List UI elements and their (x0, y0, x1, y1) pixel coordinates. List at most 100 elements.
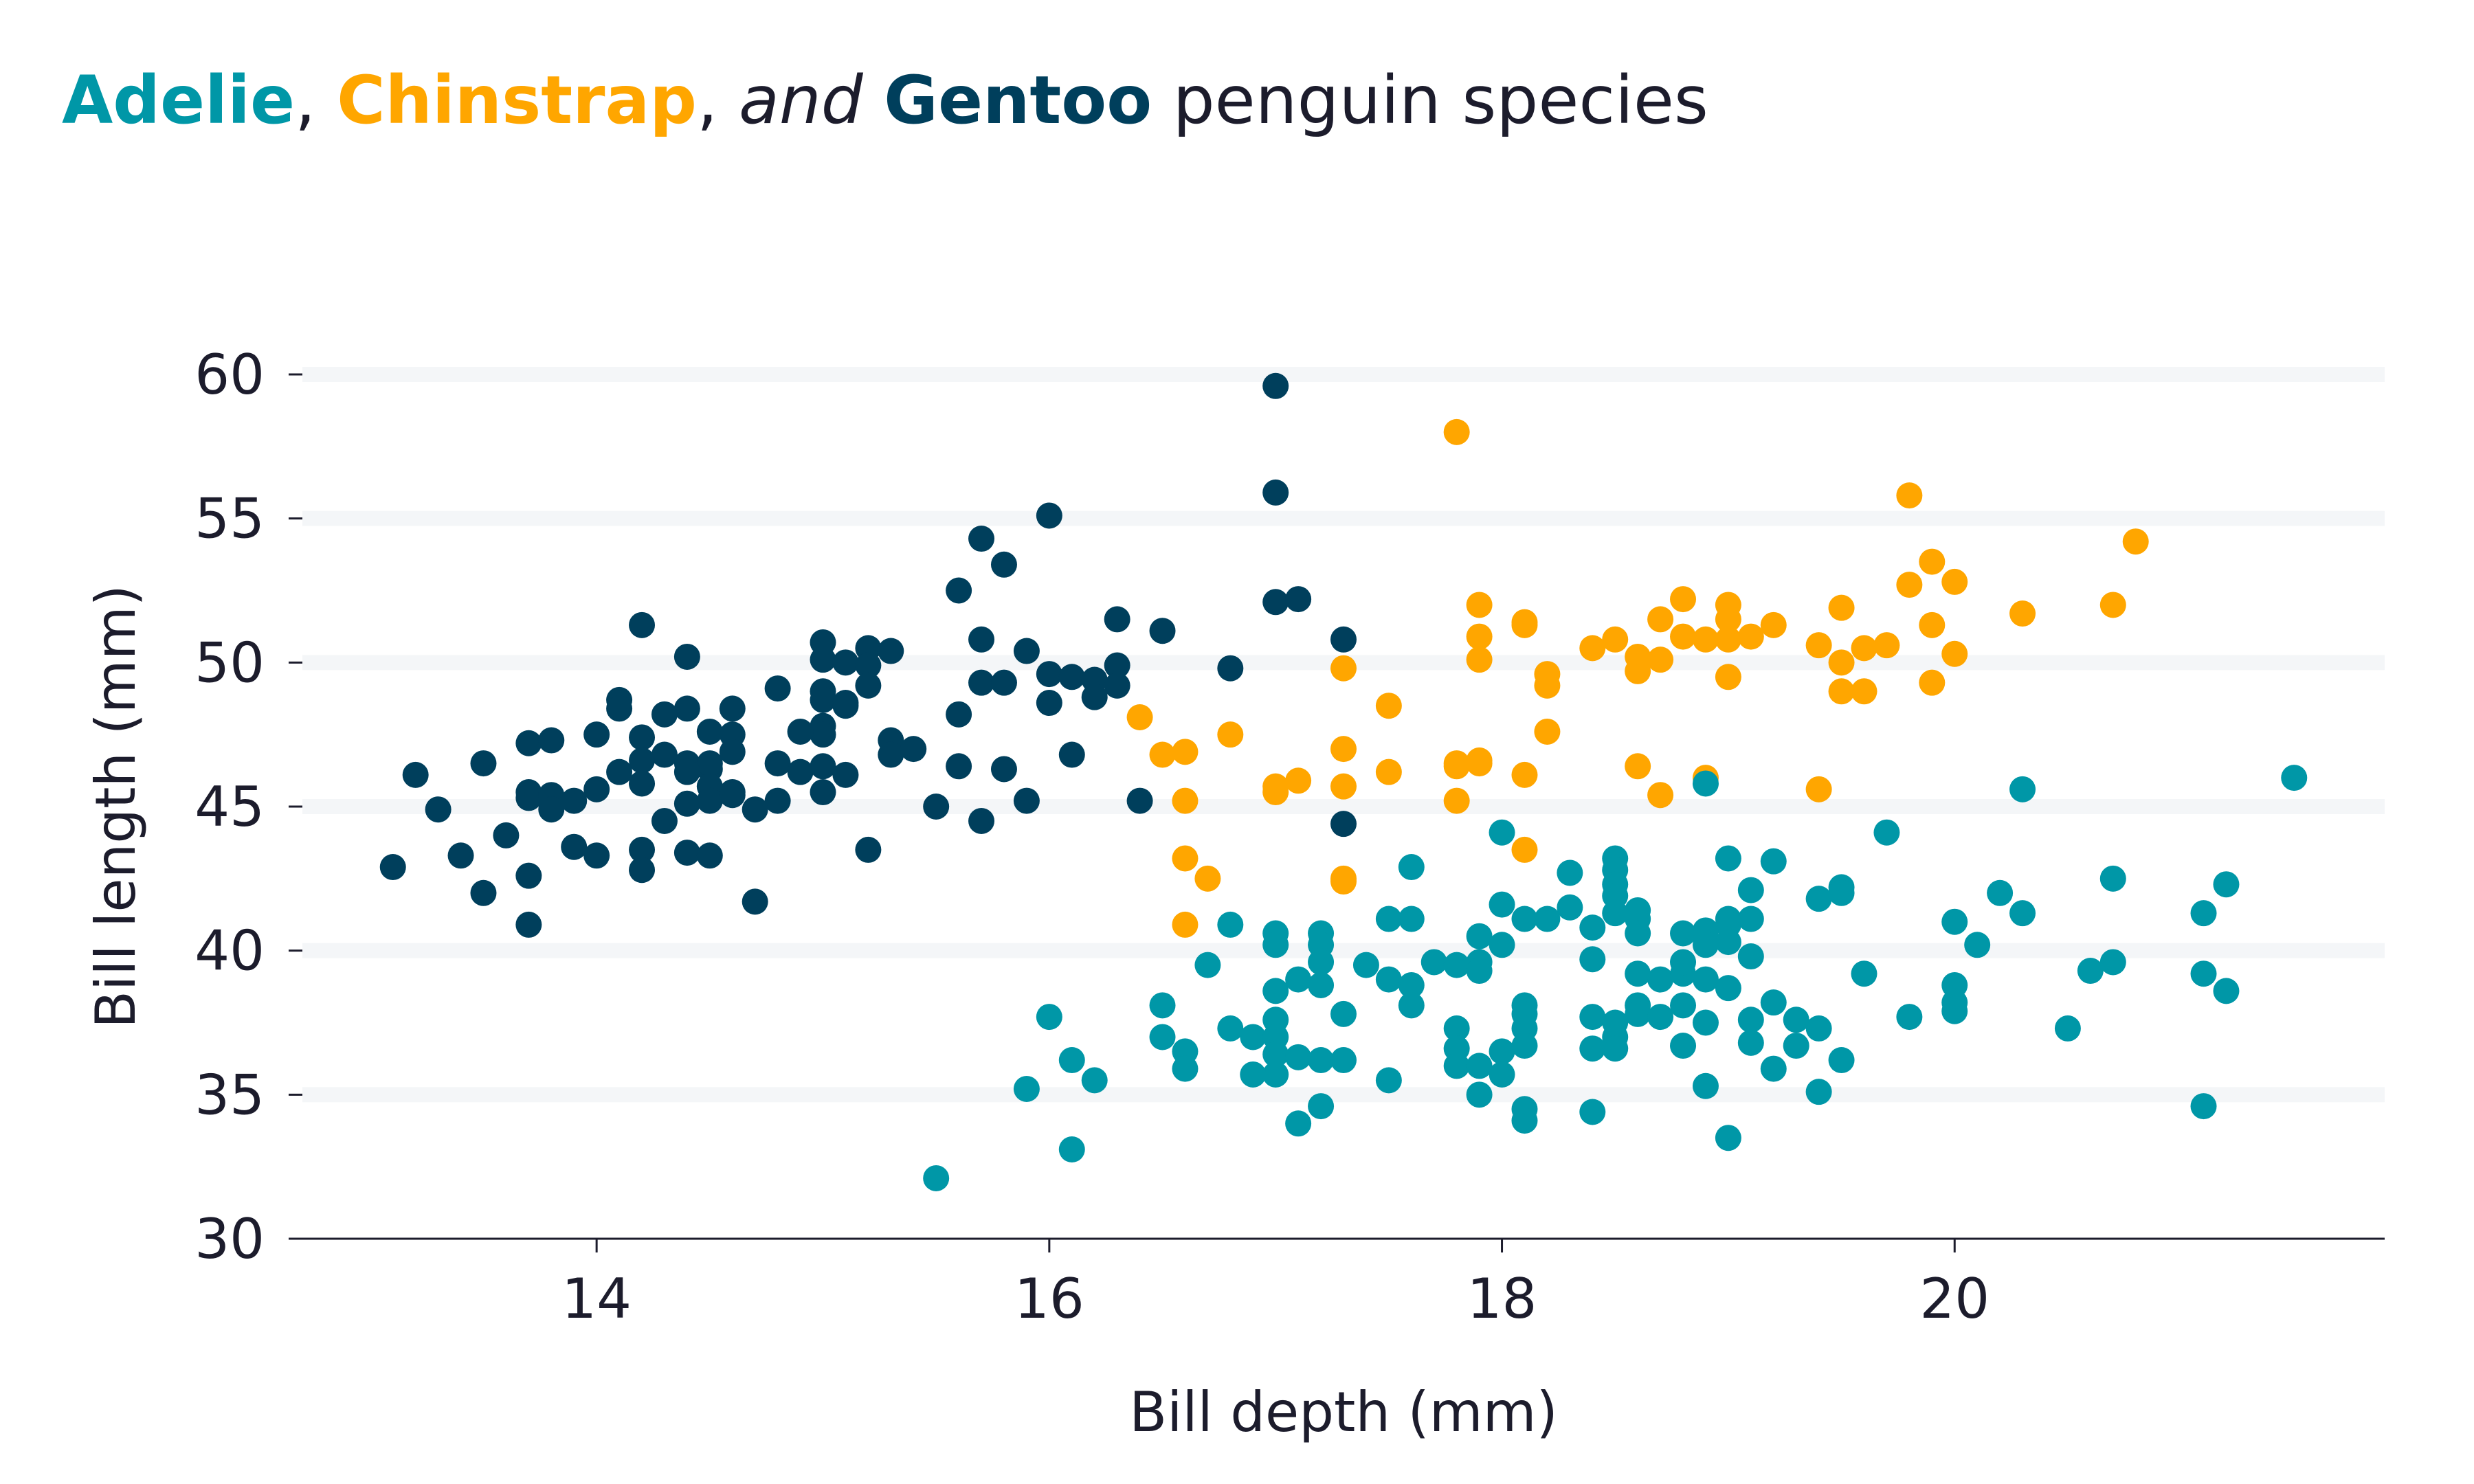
title-part: , (295, 62, 337, 139)
series-gentoo (379, 372, 1357, 938)
data-point (447, 842, 474, 869)
data-point (1194, 952, 1221, 978)
data-point (1715, 975, 1741, 1002)
data-point (1919, 548, 1946, 575)
data-point (1805, 632, 1832, 659)
data-point (1058, 741, 1085, 768)
title-part: penguin species (1152, 62, 1708, 139)
data-point (1783, 1007, 1809, 1033)
data-point (946, 577, 972, 604)
data-point (629, 611, 656, 638)
data-point (1262, 372, 1289, 399)
data-point (2009, 600, 2036, 627)
data-point (1262, 932, 1289, 958)
data-point (1217, 721, 1244, 748)
data-point (832, 690, 859, 717)
data-point (1941, 971, 1968, 998)
data-point (1579, 946, 1606, 973)
data-point (990, 756, 1017, 783)
data-point (1805, 886, 1832, 912)
data-point (515, 730, 542, 756)
data-point (1398, 971, 1425, 998)
data-point (1013, 787, 1040, 814)
data-point (1058, 1136, 1085, 1163)
data-point (1489, 819, 1515, 846)
data-point (1805, 1015, 1832, 1042)
data-point (1308, 949, 1335, 976)
data-point (1579, 914, 1606, 941)
data-point (1398, 992, 1425, 1019)
data-point (2099, 865, 2126, 892)
data-point (1579, 1035, 1606, 1062)
data-point (810, 753, 836, 780)
data-point (1896, 572, 1923, 598)
data-point (1149, 618, 1176, 644)
data-point (810, 686, 836, 713)
data-point (946, 701, 972, 728)
data-point (606, 758, 633, 785)
data-point (1443, 418, 1470, 445)
data-point (2190, 1093, 2217, 1120)
data-point (1647, 606, 1674, 633)
data-point (2213, 871, 2240, 898)
data-point (425, 796, 452, 823)
data-point (1466, 592, 1493, 618)
data-point (1375, 966, 1402, 993)
data-point (742, 888, 768, 915)
data-point (1285, 1110, 1312, 1137)
data-point (1715, 664, 1741, 690)
data-point (1262, 1061, 1289, 1088)
data-point (1172, 1055, 1199, 1082)
data-point (379, 854, 406, 881)
data-point (1466, 1053, 1493, 1079)
data-point (1941, 908, 1968, 935)
data-point (968, 807, 995, 834)
data-point (1036, 661, 1062, 688)
data-point (1737, 877, 1764, 903)
data-point (1511, 609, 1538, 636)
data-point (1081, 684, 1108, 710)
data-point (764, 675, 791, 702)
data-point (1149, 992, 1176, 1019)
data-point (2009, 900, 2036, 927)
data-point (1647, 647, 1674, 673)
data-point (1919, 611, 1946, 638)
data-point (1330, 773, 1357, 800)
data-point (2054, 1015, 2081, 1042)
title-part: and (739, 62, 863, 139)
y-tick-label: 30 (194, 1207, 265, 1271)
y-tick-label: 50 (194, 631, 265, 695)
data-point (1828, 678, 1855, 705)
data-point (651, 807, 678, 834)
data-point (673, 840, 700, 866)
data-point (855, 836, 882, 863)
data-point (515, 785, 542, 811)
data-point (629, 747, 656, 774)
data-point (1851, 960, 1877, 987)
data-point (2077, 958, 2104, 985)
data-point (1715, 929, 1741, 956)
data-point (1737, 1007, 1764, 1033)
data-point (1557, 894, 1583, 921)
data-point (1149, 741, 1176, 768)
data-point (1625, 753, 1651, 780)
data-point (1670, 992, 1697, 1019)
data-point (1172, 739, 1199, 765)
data-point (1737, 1029, 1764, 1056)
data-point (810, 721, 836, 748)
data-point (1466, 923, 1493, 949)
data-point (1330, 865, 1357, 892)
data-point (1285, 767, 1312, 794)
data-point (606, 695, 633, 722)
data-point (1715, 606, 1741, 633)
data-point (1941, 568, 1968, 595)
data-point (1919, 669, 1946, 696)
data-point (1013, 1075, 1040, 1102)
x-tick-label: 18 (1467, 1267, 1537, 1331)
data-point (1783, 1033, 1809, 1059)
data-point (1602, 900, 1629, 927)
data-point (2099, 592, 2126, 618)
data-point (1104, 606, 1130, 633)
data-point (583, 776, 610, 802)
data-point (1330, 811, 1357, 837)
